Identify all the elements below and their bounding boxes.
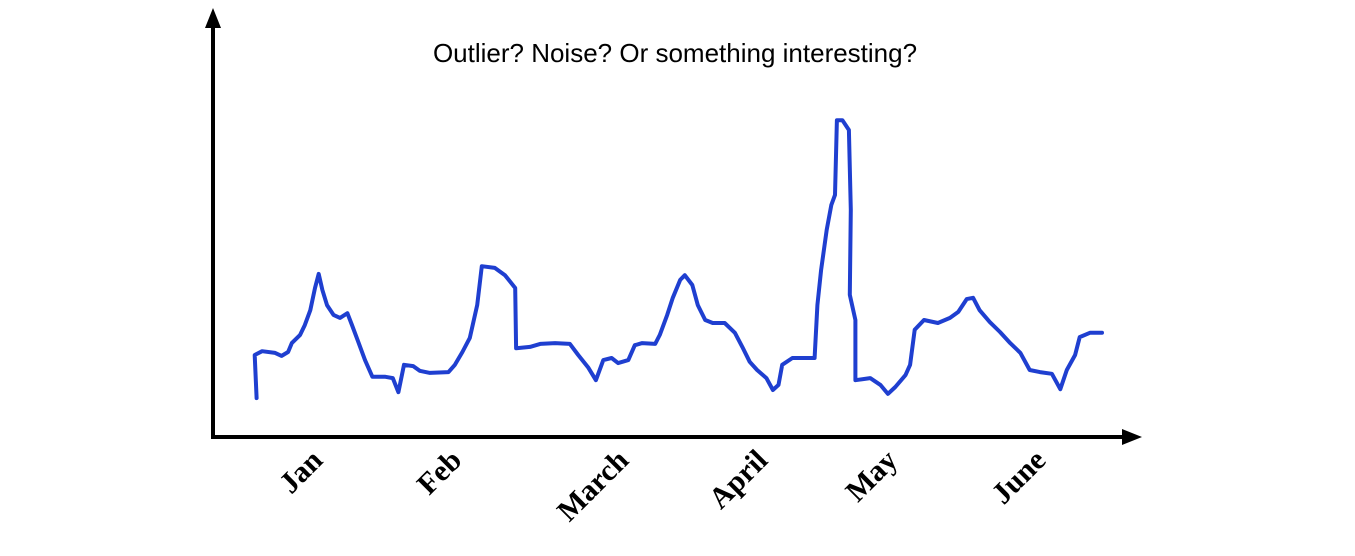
y-axis-arrow: [205, 8, 221, 28]
x-tick-label: May: [839, 444, 904, 509]
chart-title: Outlier? Noise? Or something interesting…: [433, 38, 917, 68]
x-tick-label: March: [551, 443, 635, 527]
x-tick-label: June: [985, 444, 1052, 511]
x-axis-arrow: [1122, 429, 1142, 445]
data-line: [252, 118, 1104, 401]
x-tick-label: April: [702, 444, 774, 516]
x-tick-label: Jan: [273, 443, 330, 500]
x-tick-label: Feb: [411, 444, 469, 502]
